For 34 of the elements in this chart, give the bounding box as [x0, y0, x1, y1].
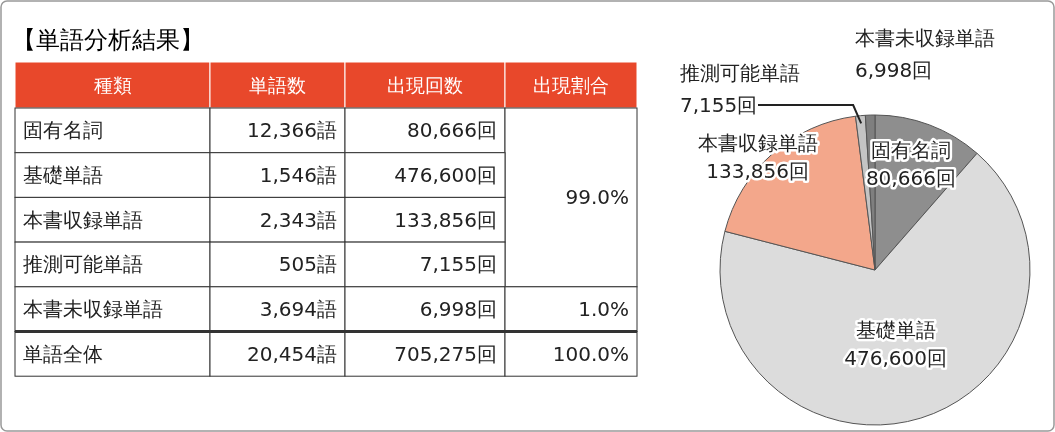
slice-label: 本書未収録単語 — [855, 26, 995, 50]
slice-label: 基礎単語 — [855, 317, 936, 342]
text: 1,546語 — [259, 163, 337, 188]
text: 100.0% — [552, 341, 629, 366]
text: 6,998回 — [419, 297, 497, 322]
category-label: 単語数 — [249, 74, 306, 96]
text: 固有名詞 — [23, 118, 103, 143]
text: 2,343語 — [259, 207, 337, 232]
text: 12,366語 — [247, 118, 337, 143]
text: 20,454語 — [247, 341, 337, 366]
slice-label: 推測可能単語 — [680, 61, 800, 85]
text: 推測可能単語 — [23, 252, 143, 277]
data-label: 7,155回 — [680, 93, 758, 117]
text: 99.0% — [565, 185, 629, 210]
slice-label: 固有名詞 — [870, 138, 951, 163]
text: 単語全体 — [23, 341, 103, 366]
data-label: 6,998回 — [855, 58, 933, 82]
text: 133,856回 — [394, 207, 497, 232]
category-label: 出現割合 — [533, 74, 609, 96]
text: 80,666回 — [407, 118, 497, 143]
category-label: 出現回数 — [387, 74, 463, 96]
text: 本書収録単語 — [23, 207, 143, 232]
text: 705,275回 — [394, 341, 497, 366]
data-label: 80,666回 — [865, 166, 956, 191]
text: 本書未収録単語 — [23, 297, 163, 322]
text: 基礎単語 — [23, 163, 103, 188]
text: 【単語分析結果】 — [12, 26, 204, 54]
text: 1.0% — [578, 297, 629, 322]
category-label: 種類 — [93, 74, 132, 96]
text: 3,694語 — [259, 297, 337, 322]
data-label: 476,600回 — [844, 345, 947, 370]
text: 505語 — [278, 252, 337, 277]
text: 476,600回 — [394, 163, 497, 188]
text: 7,155回 — [419, 252, 497, 277]
